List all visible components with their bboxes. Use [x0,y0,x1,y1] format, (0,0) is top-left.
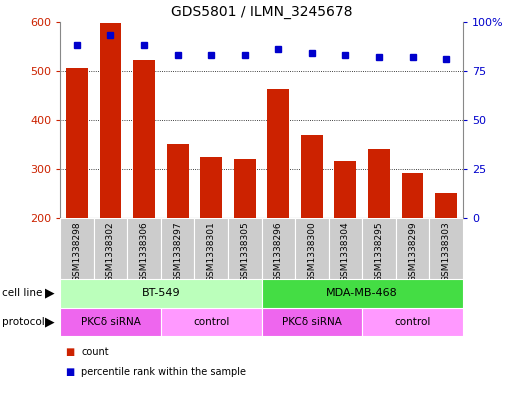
Bar [99,23,121,218]
Text: ▶: ▶ [45,316,54,329]
Bar [267,89,289,218]
Text: percentile rank within the sample: percentile rank within the sample [81,367,246,377]
Text: GSM1338300: GSM1338300 [308,221,316,282]
Bar [133,61,155,218]
Bar [200,157,222,218]
Text: BT-549: BT-549 [142,288,180,298]
Bar [66,68,88,218]
Title: GDS5801 / ILMN_3245678: GDS5801 / ILMN_3245678 [170,5,353,19]
Text: control: control [193,317,230,327]
Bar [228,218,262,279]
Text: protocol: protocol [2,317,45,327]
Bar [362,218,396,279]
Bar [262,218,295,279]
Text: GSM1338303: GSM1338303 [441,221,451,282]
Bar [161,308,262,336]
Bar [94,218,127,279]
Text: PKCδ siRNA: PKCδ siRNA [81,317,140,327]
Bar [301,135,323,218]
Text: GSM1338295: GSM1338295 [374,221,383,282]
Text: PKCδ siRNA: PKCδ siRNA [282,317,342,327]
Bar [328,218,362,279]
Text: GSM1338297: GSM1338297 [173,221,182,282]
Bar [396,218,429,279]
Text: GSM1338299: GSM1338299 [408,221,417,282]
Text: count: count [81,347,109,357]
Bar [295,218,328,279]
Bar [435,193,457,218]
Text: GSM1338298: GSM1338298 [72,221,82,282]
Bar [262,279,463,308]
Bar [195,218,228,279]
Bar [60,218,94,279]
Bar [167,144,188,218]
Text: GSM1338304: GSM1338304 [341,221,350,282]
Text: GSM1338306: GSM1338306 [140,221,149,282]
Text: ▶: ▶ [45,287,54,300]
Text: control: control [394,317,431,327]
Bar [127,218,161,279]
Bar [335,161,356,218]
Text: GSM1338305: GSM1338305 [240,221,249,282]
Text: GSM1338296: GSM1338296 [274,221,283,282]
Bar [60,279,262,308]
Text: MDA-MB-468: MDA-MB-468 [326,288,398,298]
Text: GSM1338301: GSM1338301 [207,221,215,282]
Bar [362,308,463,336]
Bar [60,308,161,336]
Bar [368,149,390,218]
Bar [402,173,424,218]
Bar [429,218,463,279]
Text: cell line: cell line [2,288,42,298]
Text: GSM1338302: GSM1338302 [106,221,115,282]
Text: ■: ■ [65,367,75,377]
Bar [262,308,362,336]
Bar [234,159,256,218]
Text: ■: ■ [65,347,75,357]
Bar [161,218,195,279]
